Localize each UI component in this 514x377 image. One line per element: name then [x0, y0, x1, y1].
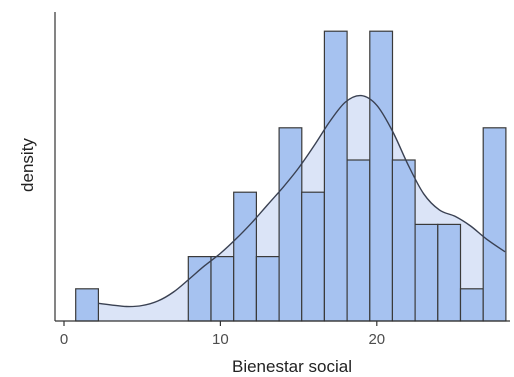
x-tick-label: 0 — [60, 331, 68, 348]
histogram-bar — [233, 191, 257, 322]
plot-area — [75, 30, 507, 322]
x-tick-label: 10 — [212, 331, 229, 348]
histogram-bar — [278, 127, 303, 322]
histogram-bars — [75, 30, 507, 322]
histogram-bar — [75, 288, 99, 322]
histogram-bar — [459, 288, 484, 322]
density-line — [98, 94, 506, 308]
histogram-bar — [391, 159, 416, 322]
histogram-bar — [187, 256, 212, 322]
x-axis-ticks: 0 10 20 — [60, 321, 385, 348]
histogram-bar — [210, 256, 235, 322]
histogram-bar — [301, 191, 326, 322]
histogram-bar — [323, 30, 348, 322]
histogram-bar — [437, 223, 462, 322]
histogram-bar — [346, 159, 371, 322]
x-axis-title: Bienestar social — [232, 357, 352, 376]
histogram-bar — [482, 127, 507, 322]
histogram-bar — [414, 223, 439, 322]
x-tick-label: 20 — [368, 331, 385, 348]
y-axis-title: density — [18, 138, 37, 192]
histogram-bar — [255, 256, 280, 322]
histogram-bar — [369, 30, 394, 322]
